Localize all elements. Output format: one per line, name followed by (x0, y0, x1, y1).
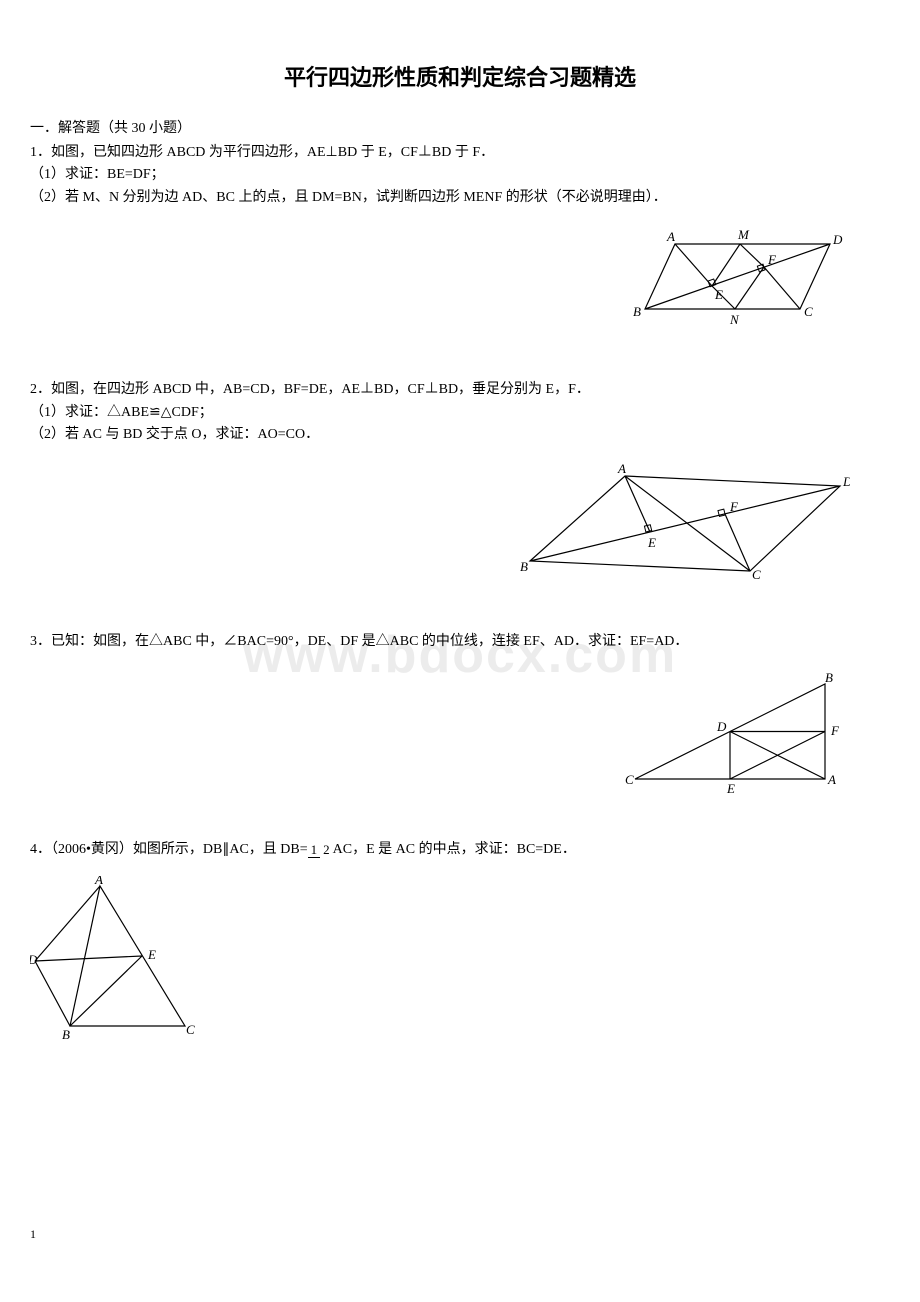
p2-line1: 2．如图，在四边形 ABCD 中，AB=CD，BF=DE，AE⊥BD，CF⊥BD… (30, 379, 890, 401)
p4-prefix: 4．（2006•黄冈）如图所示，DB∥AC，且 DB= (30, 842, 308, 857)
fig1-F: F (767, 252, 777, 267)
fig2-B: B (520, 559, 528, 574)
p1-line1: 1．如图，已知四边形 ABCD 为平行四边形，AE⊥BD 于 E，CF⊥BD 于… (30, 142, 890, 164)
fig1-A: A (666, 229, 675, 244)
fig1-D: D (832, 232, 843, 247)
fig3-E: E (726, 781, 735, 796)
fig3-A: A (827, 772, 836, 787)
fig4-A: A (94, 876, 103, 887)
fig4-B: B (62, 1027, 70, 1041)
fig2-C: C (752, 567, 761, 582)
p3-line1: 3．已知：如图，在△ABC 中，∠BAC=90°，DE、DF 是△ABC 的中位… (30, 631, 890, 653)
problem-2: 2．如图，在四边形 ABCD 中，AB=CD，BF=DE，AE⊥BD，CF⊥BD… (30, 379, 890, 446)
fig2-A: A (617, 461, 626, 476)
figure-2-wrap: A D B C E F (30, 461, 890, 591)
fig4-E: E (147, 947, 156, 962)
fig4-C: C (186, 1022, 195, 1037)
fig1-N: N (729, 312, 740, 327)
fraction-half: 12 (308, 843, 333, 856)
fig3-B: B (825, 670, 833, 685)
figure-3-wrap: B A C D E F (30, 669, 890, 799)
fig3-F: F (830, 723, 840, 738)
p1-line3: （2）若 M、N 分别为边 AD、BC 上的点，且 DM=BN，试判断四边形 M… (30, 187, 890, 209)
fig3-C: C (625, 772, 634, 787)
fig2-F: F (729, 499, 739, 514)
fig1-E: E (714, 287, 723, 302)
fig1-M: M (737, 227, 750, 242)
fig1-C: C (804, 304, 813, 319)
fig4-D: D (30, 952, 38, 967)
figure-1-wrap: A M D B E F N C (30, 224, 890, 339)
fig3-D: D (716, 719, 727, 734)
problem-4: 4．（2006•黄冈）如图所示，DB∥AC，且 DB=12AC，E 是 AC 的… (30, 839, 890, 861)
page-content: 平行四边形性质和判定综合习题精选 一．解答题（共 30 小题） 1．如图，已知四… (30, 60, 890, 1041)
fig2-E: E (647, 535, 656, 550)
p4-suffix: AC，E 是 AC 的中点，求证：BC=DE． (333, 842, 576, 857)
page-number: 1 (30, 1227, 36, 1242)
problem-1: 1．如图，已知四边形 ABCD 为平行四边形，AE⊥BD 于 E，CF⊥BD 于… (30, 142, 890, 209)
p2-line3: （2）若 AC 与 BD 交于点 O，求证：AO=CO． (30, 424, 890, 446)
section-header: 一．解答题（共 30 小题） (30, 117, 890, 137)
figure-4: A D E B C (30, 876, 205, 1041)
p1-line2: （1）求证：BE=DF； (30, 164, 890, 186)
figure-1: A M D B E F N C (630, 224, 850, 339)
figure-3: B A C D E F (625, 669, 850, 799)
p2-line2: （1）求证：△ABE≌△CDF； (30, 402, 890, 424)
figure-2: A D B C E F (520, 461, 850, 591)
problem-3: 3．已知：如图，在△ABC 中，∠BAC=90°，DE、DF 是△ABC 的中位… (30, 631, 890, 653)
fig1-B: B (633, 304, 641, 319)
page-title: 平行四边形性质和判定综合习题精选 (30, 60, 890, 92)
fig2-D: D (842, 474, 850, 489)
figure-4-wrap: A D E B C (30, 876, 890, 1041)
